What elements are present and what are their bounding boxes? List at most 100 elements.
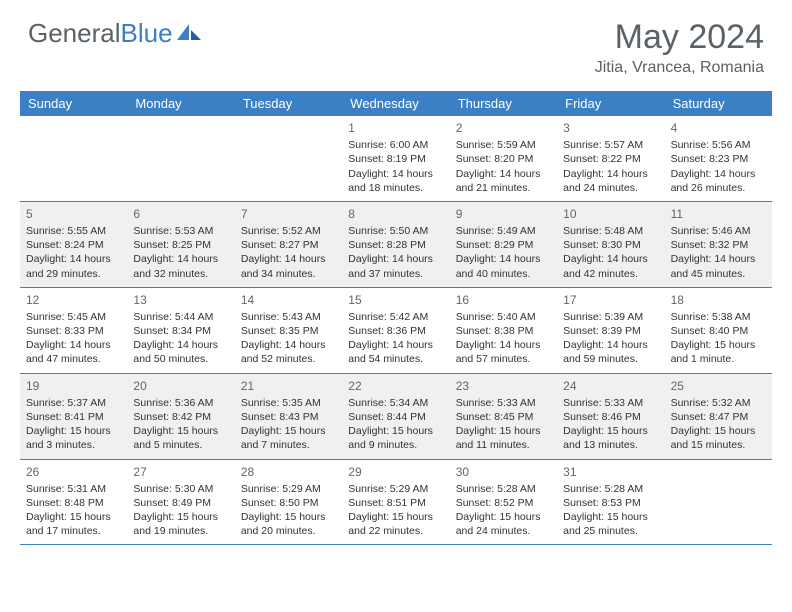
- day-detail-line: Sunrise: 5:37 AM: [26, 396, 121, 410]
- calendar-week: 26Sunrise: 5:31 AMSunset: 8:48 PMDayligh…: [20, 460, 772, 546]
- day-detail-line: and 24 minutes.: [563, 181, 658, 195]
- day-number: 4: [671, 120, 766, 136]
- calendar-week: 5Sunrise: 5:55 AMSunset: 8:24 PMDaylight…: [20, 202, 772, 288]
- weekday-label: Friday: [557, 91, 664, 116]
- calendar-cell: 13Sunrise: 5:44 AMSunset: 8:34 PMDayligh…: [127, 288, 234, 373]
- day-detail-line: Sunset: 8:38 PM: [456, 324, 551, 338]
- day-number: 24: [563, 378, 658, 394]
- day-detail-line: Sunrise: 5:33 AM: [456, 396, 551, 410]
- day-detail-line: Daylight: 15 hours: [671, 424, 766, 438]
- day-detail-line: and 45 minutes.: [671, 267, 766, 281]
- title-block: May 2024 Jitia, Vrancea, Romania: [595, 18, 764, 77]
- day-number: 7: [241, 206, 336, 222]
- day-detail-line: Daylight: 14 hours: [563, 252, 658, 266]
- day-detail-line: and 52 minutes.: [241, 352, 336, 366]
- day-detail-line: Sunrise: 5:38 AM: [671, 310, 766, 324]
- day-detail-line: Sunset: 8:34 PM: [133, 324, 228, 338]
- day-detail-line: and 32 minutes.: [133, 267, 228, 281]
- day-number: 29: [348, 464, 443, 480]
- day-detail-line: Daylight: 14 hours: [671, 167, 766, 181]
- calendar-cell: [665, 460, 772, 545]
- day-detail-line: Sunset: 8:44 PM: [348, 410, 443, 424]
- day-number: 19: [26, 378, 121, 394]
- weekday-header: Sunday Monday Tuesday Wednesday Thursday…: [20, 91, 772, 116]
- day-detail-line: Daylight: 14 hours: [671, 252, 766, 266]
- day-detail-line: Sunrise: 5:52 AM: [241, 224, 336, 238]
- day-detail-line: Sunrise: 5:29 AM: [241, 482, 336, 496]
- brand-part2: Blue: [121, 18, 173, 49]
- calendar-cell: 17Sunrise: 5:39 AMSunset: 8:39 PMDayligh…: [557, 288, 664, 373]
- calendar-cell: 28Sunrise: 5:29 AMSunset: 8:50 PMDayligh…: [235, 460, 342, 545]
- day-number: 25: [671, 378, 766, 394]
- day-detail-line: and 15 minutes.: [671, 438, 766, 452]
- day-detail-line: Daylight: 14 hours: [26, 338, 121, 352]
- day-detail-line: Daylight: 15 hours: [563, 424, 658, 438]
- day-detail-line: and 21 minutes.: [456, 181, 551, 195]
- day-detail-line: Daylight: 14 hours: [348, 252, 443, 266]
- calendar-cell: 15Sunrise: 5:42 AMSunset: 8:36 PMDayligh…: [342, 288, 449, 373]
- calendar-week: 12Sunrise: 5:45 AMSunset: 8:33 PMDayligh…: [20, 288, 772, 374]
- day-detail-line: Sunrise: 5:39 AM: [563, 310, 658, 324]
- day-number: 28: [241, 464, 336, 480]
- day-detail-line: Sunset: 8:47 PM: [671, 410, 766, 424]
- day-detail-line: and 24 minutes.: [456, 524, 551, 538]
- calendar-cell: 14Sunrise: 5:43 AMSunset: 8:35 PMDayligh…: [235, 288, 342, 373]
- weekday-label: Wednesday: [342, 91, 449, 116]
- day-detail-line: Sunrise: 5:33 AM: [563, 396, 658, 410]
- day-detail-line: and 57 minutes.: [456, 352, 551, 366]
- day-number: 6: [133, 206, 228, 222]
- day-detail-line: Daylight: 15 hours: [241, 510, 336, 524]
- day-number: 8: [348, 206, 443, 222]
- day-detail-line: Daylight: 14 hours: [348, 167, 443, 181]
- day-detail-line: Sunset: 8:52 PM: [456, 496, 551, 510]
- day-detail-line: Daylight: 15 hours: [133, 424, 228, 438]
- day-number: 16: [456, 292, 551, 308]
- day-detail-line: and 54 minutes.: [348, 352, 443, 366]
- calendar-cell: 10Sunrise: 5:48 AMSunset: 8:30 PMDayligh…: [557, 202, 664, 287]
- day-detail-line: and 5 minutes.: [133, 438, 228, 452]
- calendar-cell: 21Sunrise: 5:35 AMSunset: 8:43 PMDayligh…: [235, 374, 342, 459]
- day-detail-line: Sunrise: 5:55 AM: [26, 224, 121, 238]
- day-detail-line: and 34 minutes.: [241, 267, 336, 281]
- day-detail-line: Daylight: 14 hours: [456, 167, 551, 181]
- day-detail-line: Sunrise: 5:40 AM: [456, 310, 551, 324]
- day-detail-line: Sunrise: 5:43 AM: [241, 310, 336, 324]
- day-detail-line: Sunset: 8:30 PM: [563, 238, 658, 252]
- day-detail-line: Daylight: 15 hours: [133, 510, 228, 524]
- day-detail-line: and 9 minutes.: [348, 438, 443, 452]
- day-number: 27: [133, 464, 228, 480]
- day-detail-line: Sunset: 8:39 PM: [563, 324, 658, 338]
- day-number: 17: [563, 292, 658, 308]
- day-detail-line: Sunrise: 5:28 AM: [456, 482, 551, 496]
- day-detail-line: Daylight: 14 hours: [241, 338, 336, 352]
- calendar-cell: 20Sunrise: 5:36 AMSunset: 8:42 PMDayligh…: [127, 374, 234, 459]
- day-detail-line: Sunrise: 5:36 AM: [133, 396, 228, 410]
- day-detail-line: Sunset: 8:49 PM: [133, 496, 228, 510]
- day-detail-line: Sunrise: 5:29 AM: [348, 482, 443, 496]
- brand-logo: GeneralBlue: [28, 18, 203, 49]
- day-detail-line: Sunset: 8:42 PM: [133, 410, 228, 424]
- day-number: 26: [26, 464, 121, 480]
- calendar-cell: 19Sunrise: 5:37 AMSunset: 8:41 PMDayligh…: [20, 374, 127, 459]
- day-number: 9: [456, 206, 551, 222]
- day-detail-line: Sunrise: 5:34 AM: [348, 396, 443, 410]
- day-detail-line: Daylight: 15 hours: [26, 510, 121, 524]
- day-detail-line: Sunset: 8:27 PM: [241, 238, 336, 252]
- calendar-cell: 5Sunrise: 5:55 AMSunset: 8:24 PMDaylight…: [20, 202, 127, 287]
- day-detail-line: Daylight: 15 hours: [671, 338, 766, 352]
- day-detail-line: Sunset: 8:25 PM: [133, 238, 228, 252]
- day-detail-line: Sunrise: 5:50 AM: [348, 224, 443, 238]
- day-detail-line: Sunrise: 5:49 AM: [456, 224, 551, 238]
- day-detail-line: Sunrise: 5:31 AM: [26, 482, 121, 496]
- day-detail-line: Sunrise: 5:35 AM: [241, 396, 336, 410]
- calendar-cell: 6Sunrise: 5:53 AMSunset: 8:25 PMDaylight…: [127, 202, 234, 287]
- page-header: GeneralBlue May 2024 Jitia, Vrancea, Rom…: [0, 0, 792, 85]
- brand-part1: General: [28, 18, 121, 49]
- brand-sail-icon: [177, 22, 203, 42]
- day-number: 21: [241, 378, 336, 394]
- weekday-label: Sunday: [20, 91, 127, 116]
- day-detail-line: and 1 minute.: [671, 352, 766, 366]
- day-detail-line: Sunrise: 5:57 AM: [563, 138, 658, 152]
- calendar-week: 19Sunrise: 5:37 AMSunset: 8:41 PMDayligh…: [20, 374, 772, 460]
- calendar-cell: 18Sunrise: 5:38 AMSunset: 8:40 PMDayligh…: [665, 288, 772, 373]
